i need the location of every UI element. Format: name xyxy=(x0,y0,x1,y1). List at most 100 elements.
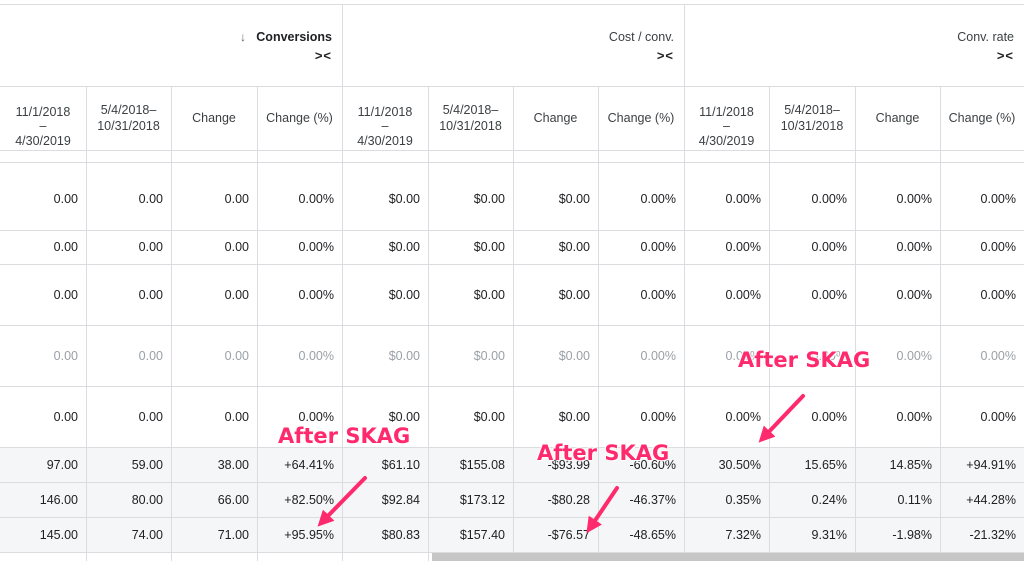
column-header-line: 4/30/2019 xyxy=(357,133,413,148)
table-cell: 0.00% xyxy=(640,240,676,254)
table-cell: +95.95% xyxy=(284,527,334,542)
group-divider xyxy=(342,4,343,86)
column-header-line: Change (%) xyxy=(948,111,1016,125)
table-cell: 0.00% xyxy=(725,192,761,206)
table-cell: $0.00 xyxy=(388,409,420,424)
table-cell: 0.00 xyxy=(53,348,78,363)
column-header-line: Change (%) xyxy=(607,111,675,125)
table-cell: 9.31% xyxy=(811,527,847,542)
column-header[interactable]: 5/4/2018– 10/31/2018 xyxy=(769,88,855,148)
table-cell: 0.00% xyxy=(298,348,334,363)
table-cell: -21.32% xyxy=(969,527,1016,542)
table-cell: 0.00 xyxy=(53,240,78,254)
table-cell: $155.08 xyxy=(459,457,505,472)
column-header[interactable]: Change xyxy=(513,88,598,148)
column-header-line: 5/4/2018– xyxy=(100,103,157,117)
table-cell: 0.00 xyxy=(224,287,249,302)
table-cell: $80.83 xyxy=(381,527,420,542)
row-divider xyxy=(0,162,1024,163)
table-cell: 145.00 xyxy=(39,527,78,542)
table-cell: $0.00 xyxy=(473,348,505,363)
summary-row-background xyxy=(0,517,1024,552)
row-divider xyxy=(0,230,1024,231)
subheader-divider xyxy=(0,150,1024,151)
column-group-header[interactable]: Conv. rate xyxy=(957,30,1014,44)
table-cell: 0.00 xyxy=(138,287,163,302)
column-divider xyxy=(257,86,258,561)
column-header[interactable]: Change xyxy=(855,88,940,148)
table-cell: 38.00 xyxy=(217,457,249,472)
table-cell: 0.00 xyxy=(53,409,78,424)
table-cell: +82.50% xyxy=(284,492,334,507)
column-header-line: 10/31/2018 xyxy=(439,119,502,133)
table-cell: 0.00% xyxy=(980,409,1016,424)
table-cell: 0.00% xyxy=(640,192,676,206)
table-cell: 0.00 xyxy=(53,192,78,206)
column-header-line: Change xyxy=(875,111,920,125)
column-header[interactable]: 11/1/2018–4/30/2019 xyxy=(342,88,436,148)
table-cell: 0.00% xyxy=(980,192,1016,206)
collapse-icon[interactable]: >< xyxy=(314,48,332,63)
column-header[interactable]: Change xyxy=(171,88,257,148)
column-group-header[interactable]: Cost / conv. xyxy=(608,30,674,44)
column-group-header[interactable]: Conversions xyxy=(256,30,332,44)
table-cell: -46.37% xyxy=(629,492,676,507)
table-cell: -48.65% xyxy=(629,527,676,542)
column-header-line: Change xyxy=(533,111,578,125)
column-divider xyxy=(684,86,685,561)
row-divider xyxy=(0,386,1024,387)
table-cell: $0.00 xyxy=(473,409,505,424)
table-cell: 74.00 xyxy=(131,527,163,542)
collapse-icon[interactable]: >< xyxy=(656,48,674,63)
table-cell: $0.00 xyxy=(473,240,505,254)
column-header-line: 4/30/2019 xyxy=(15,133,71,148)
column-header-line: – xyxy=(723,119,730,133)
column-header-line: 11/1/2018 xyxy=(15,104,71,119)
summary-row-background xyxy=(0,482,1024,517)
table-cell: 0.00% xyxy=(811,192,847,206)
table-cell: 0.00 xyxy=(138,192,163,206)
table-cell: -60.60% xyxy=(629,457,676,472)
table-cell: 0.00% xyxy=(640,348,676,363)
table-cell: 66.00 xyxy=(217,492,249,507)
table-cell: 0.00 xyxy=(224,240,249,254)
table-cell: 71.00 xyxy=(217,527,249,542)
column-header[interactable]: 5/4/2018– 10/31/2018 xyxy=(428,88,513,148)
column-header[interactable]: Change (%) xyxy=(257,88,342,148)
annotation-label: After SKAG xyxy=(537,441,670,465)
table-cell: 59.00 xyxy=(131,457,163,472)
table-cell: 0.00% xyxy=(811,348,847,363)
row-divider xyxy=(0,552,1024,553)
table-cell: 0.00 xyxy=(138,348,163,363)
table-cell: +44.28% xyxy=(966,492,1016,507)
table-cell: 0.00% xyxy=(811,240,847,254)
column-divider xyxy=(769,86,770,561)
table-cell: $0.00 xyxy=(388,240,420,254)
column-header[interactable]: Change (%) xyxy=(598,88,684,148)
column-header-line: Change xyxy=(192,111,236,125)
table-cell: 0.00% xyxy=(896,409,932,424)
table-cell: 14.85% xyxy=(889,457,932,472)
table-cell: 0.00 xyxy=(224,348,249,363)
row-divider xyxy=(0,482,1024,483)
collapse-icon[interactable]: >< xyxy=(996,48,1014,63)
table-cell: $0.00 xyxy=(388,192,420,206)
table-cell: -$76.57 xyxy=(547,527,590,542)
table-cell: 0.00 xyxy=(138,240,163,254)
column-header[interactable]: Change (%) xyxy=(940,88,1024,148)
column-divider xyxy=(86,86,87,561)
column-header-line: 5/4/2018– xyxy=(784,103,840,117)
column-header[interactable]: 11/1/2018–4/30/2019 xyxy=(0,88,94,148)
summary-row-background xyxy=(0,447,1024,482)
table-cell: 0.00 xyxy=(53,287,78,302)
horizontal-scrollbar[interactable] xyxy=(432,553,1024,561)
table-cell: 80.00 xyxy=(131,492,163,507)
column-header[interactable]: 11/1/2018–4/30/2019 xyxy=(684,88,777,148)
column-divider xyxy=(171,86,172,561)
column-header[interactable]: 5/4/2018– 10/31/2018 xyxy=(86,88,171,148)
table-cell: 0.00% xyxy=(298,240,334,254)
group-divider xyxy=(684,4,685,86)
table-cell: 15.65% xyxy=(804,457,847,472)
table-cell: 0.11% xyxy=(897,492,932,507)
table-cell: 0.00% xyxy=(725,409,761,424)
